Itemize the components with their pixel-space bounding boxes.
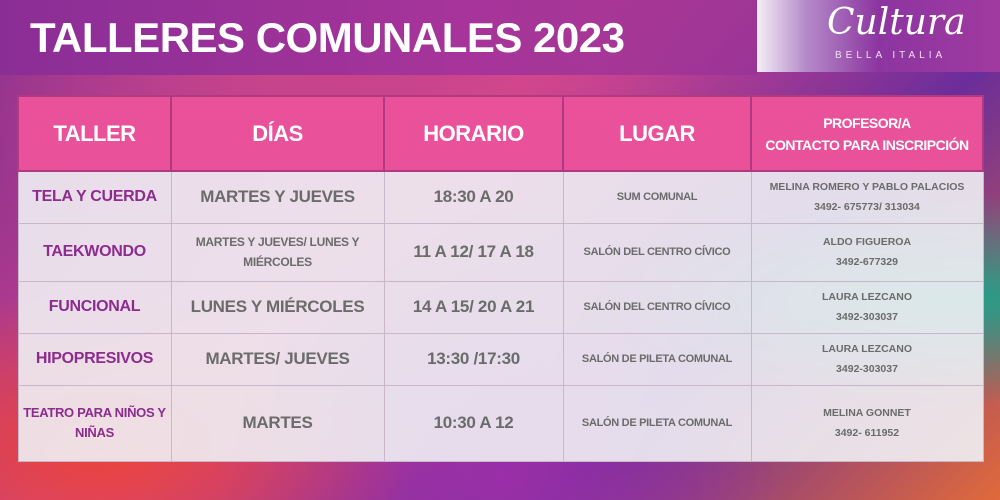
profesor: LAURA LEZCANO xyxy=(821,343,913,355)
cell-lugar: SALÓN DEL CENTRO CÍVICO xyxy=(562,280,752,334)
header-lugar: LUGAR xyxy=(562,95,752,172)
profesor: ALDO FIGUEROA xyxy=(822,236,912,248)
profesor: MELINA ROMERO Y PABLO PALACIOS xyxy=(769,181,965,194)
cell-profesor-contacto: MELINA GONNET 3492- 611952 xyxy=(750,384,984,462)
schedule-table: TALLER DÍAS HORARIO LUGAR PROFESOR/A CONT… xyxy=(17,95,984,462)
cell-horario: 11 A 12/ 17 A 18 xyxy=(383,222,564,282)
table-row: FUNCIONAL LUNES Y MIÉRCOLES 14 A 15/ 20 A … xyxy=(17,280,984,334)
header-dias: DÍAS xyxy=(170,95,385,172)
cell-dias: MARTES Y JUEVES xyxy=(170,170,385,224)
cell-taller: TELA Y CUERDA xyxy=(17,170,172,224)
cell-lugar: SUM COMUNAL xyxy=(562,170,752,224)
cell-taller: TEATRO PARA NIÑOS Y NIÑAS xyxy=(17,384,172,462)
cell-taller: HIPOPRESIVOS xyxy=(17,332,172,386)
contacto: 3492-303037 xyxy=(836,311,898,323)
cell-lugar: SALÓN DE PILETA COMUNAL xyxy=(562,384,752,462)
cell-horario: 13:30 /17:30 xyxy=(383,332,564,386)
table-row: HIPOPRESIVOS MARTES/ JUEVES 13:30 /17:30 SA… xyxy=(17,332,984,386)
cell-horario: 18:30 A 20 xyxy=(383,170,564,224)
contacto: 3492-677329 xyxy=(836,256,898,268)
cell-lugar: SALÓN DE PILETA COMUNAL xyxy=(562,332,752,386)
contacto: 3492-303037 xyxy=(836,363,898,375)
cell-horario: 10:30 A 12 xyxy=(383,384,564,462)
logo-subtext: BELLA ITALIA xyxy=(835,50,947,61)
header-profesor-contacto: PROFESOR/A CONTACTO PARA INSCRIPCIÓN xyxy=(750,95,984,172)
cell-dias: MARTES xyxy=(170,384,385,462)
table-row: TELA Y CUERDA MARTES Y JUEVES 18:30 A 20 SU… xyxy=(17,170,984,224)
logo: Cultura BELLA ITALIA xyxy=(757,0,1000,72)
header-row: TALLER DÍAS HORARIO LUGAR PROFESOR/A CONT… xyxy=(17,95,984,172)
header-taller: TALLER xyxy=(17,95,172,172)
title-banner: TALLERES COMUNALES 2023 xyxy=(0,0,757,75)
cell-lugar: SALÓN DEL CENTRO CÍVICO xyxy=(562,222,752,282)
contacto: 3492- 611952 xyxy=(834,427,900,439)
cell-dias: MARTES Y JUEVES/ LUNES Y MIÉRCOLES xyxy=(170,222,385,282)
profesor: MELINA GONNET xyxy=(823,407,911,419)
cell-dias: MARTES/ JUEVES xyxy=(170,332,385,386)
profesor: LAURA LEZCANO xyxy=(821,291,913,303)
logo-text: Cultura xyxy=(827,2,966,43)
contacto: 3492- 675773/ 313034 xyxy=(814,201,920,214)
table-row: TAEKWONDO MARTES Y JUEVES/ LUNES Y MIÉRCO… xyxy=(17,222,984,282)
cell-taller: FUNCIONAL xyxy=(17,280,172,334)
cell-profesor-contacto: ALDO FIGUEROA 3492-677329 xyxy=(750,222,984,282)
page-title: TALLERES COMUNALES 2023 xyxy=(30,14,625,61)
table-row: TEATRO PARA NIÑOS Y NIÑAS MARTES 10:30 A 1… xyxy=(17,384,984,462)
cell-dias: LUNES Y MIÉRCOLES xyxy=(170,280,385,334)
cell-profesor-contacto: MELINA ROMERO Y PABLO PALACIOS 3492- 6757… xyxy=(750,170,984,224)
cell-profesor-contacto: LAURA LEZCANO 3492-303037 xyxy=(750,332,984,386)
cell-horario: 14 A 15/ 20 A 21 xyxy=(383,280,564,334)
header-horario: HORARIO xyxy=(383,95,564,172)
cell-profesor-contacto: LAURA LEZCANO 3492-303037 xyxy=(750,280,984,334)
cell-taller: TAEKWONDO xyxy=(17,222,172,282)
